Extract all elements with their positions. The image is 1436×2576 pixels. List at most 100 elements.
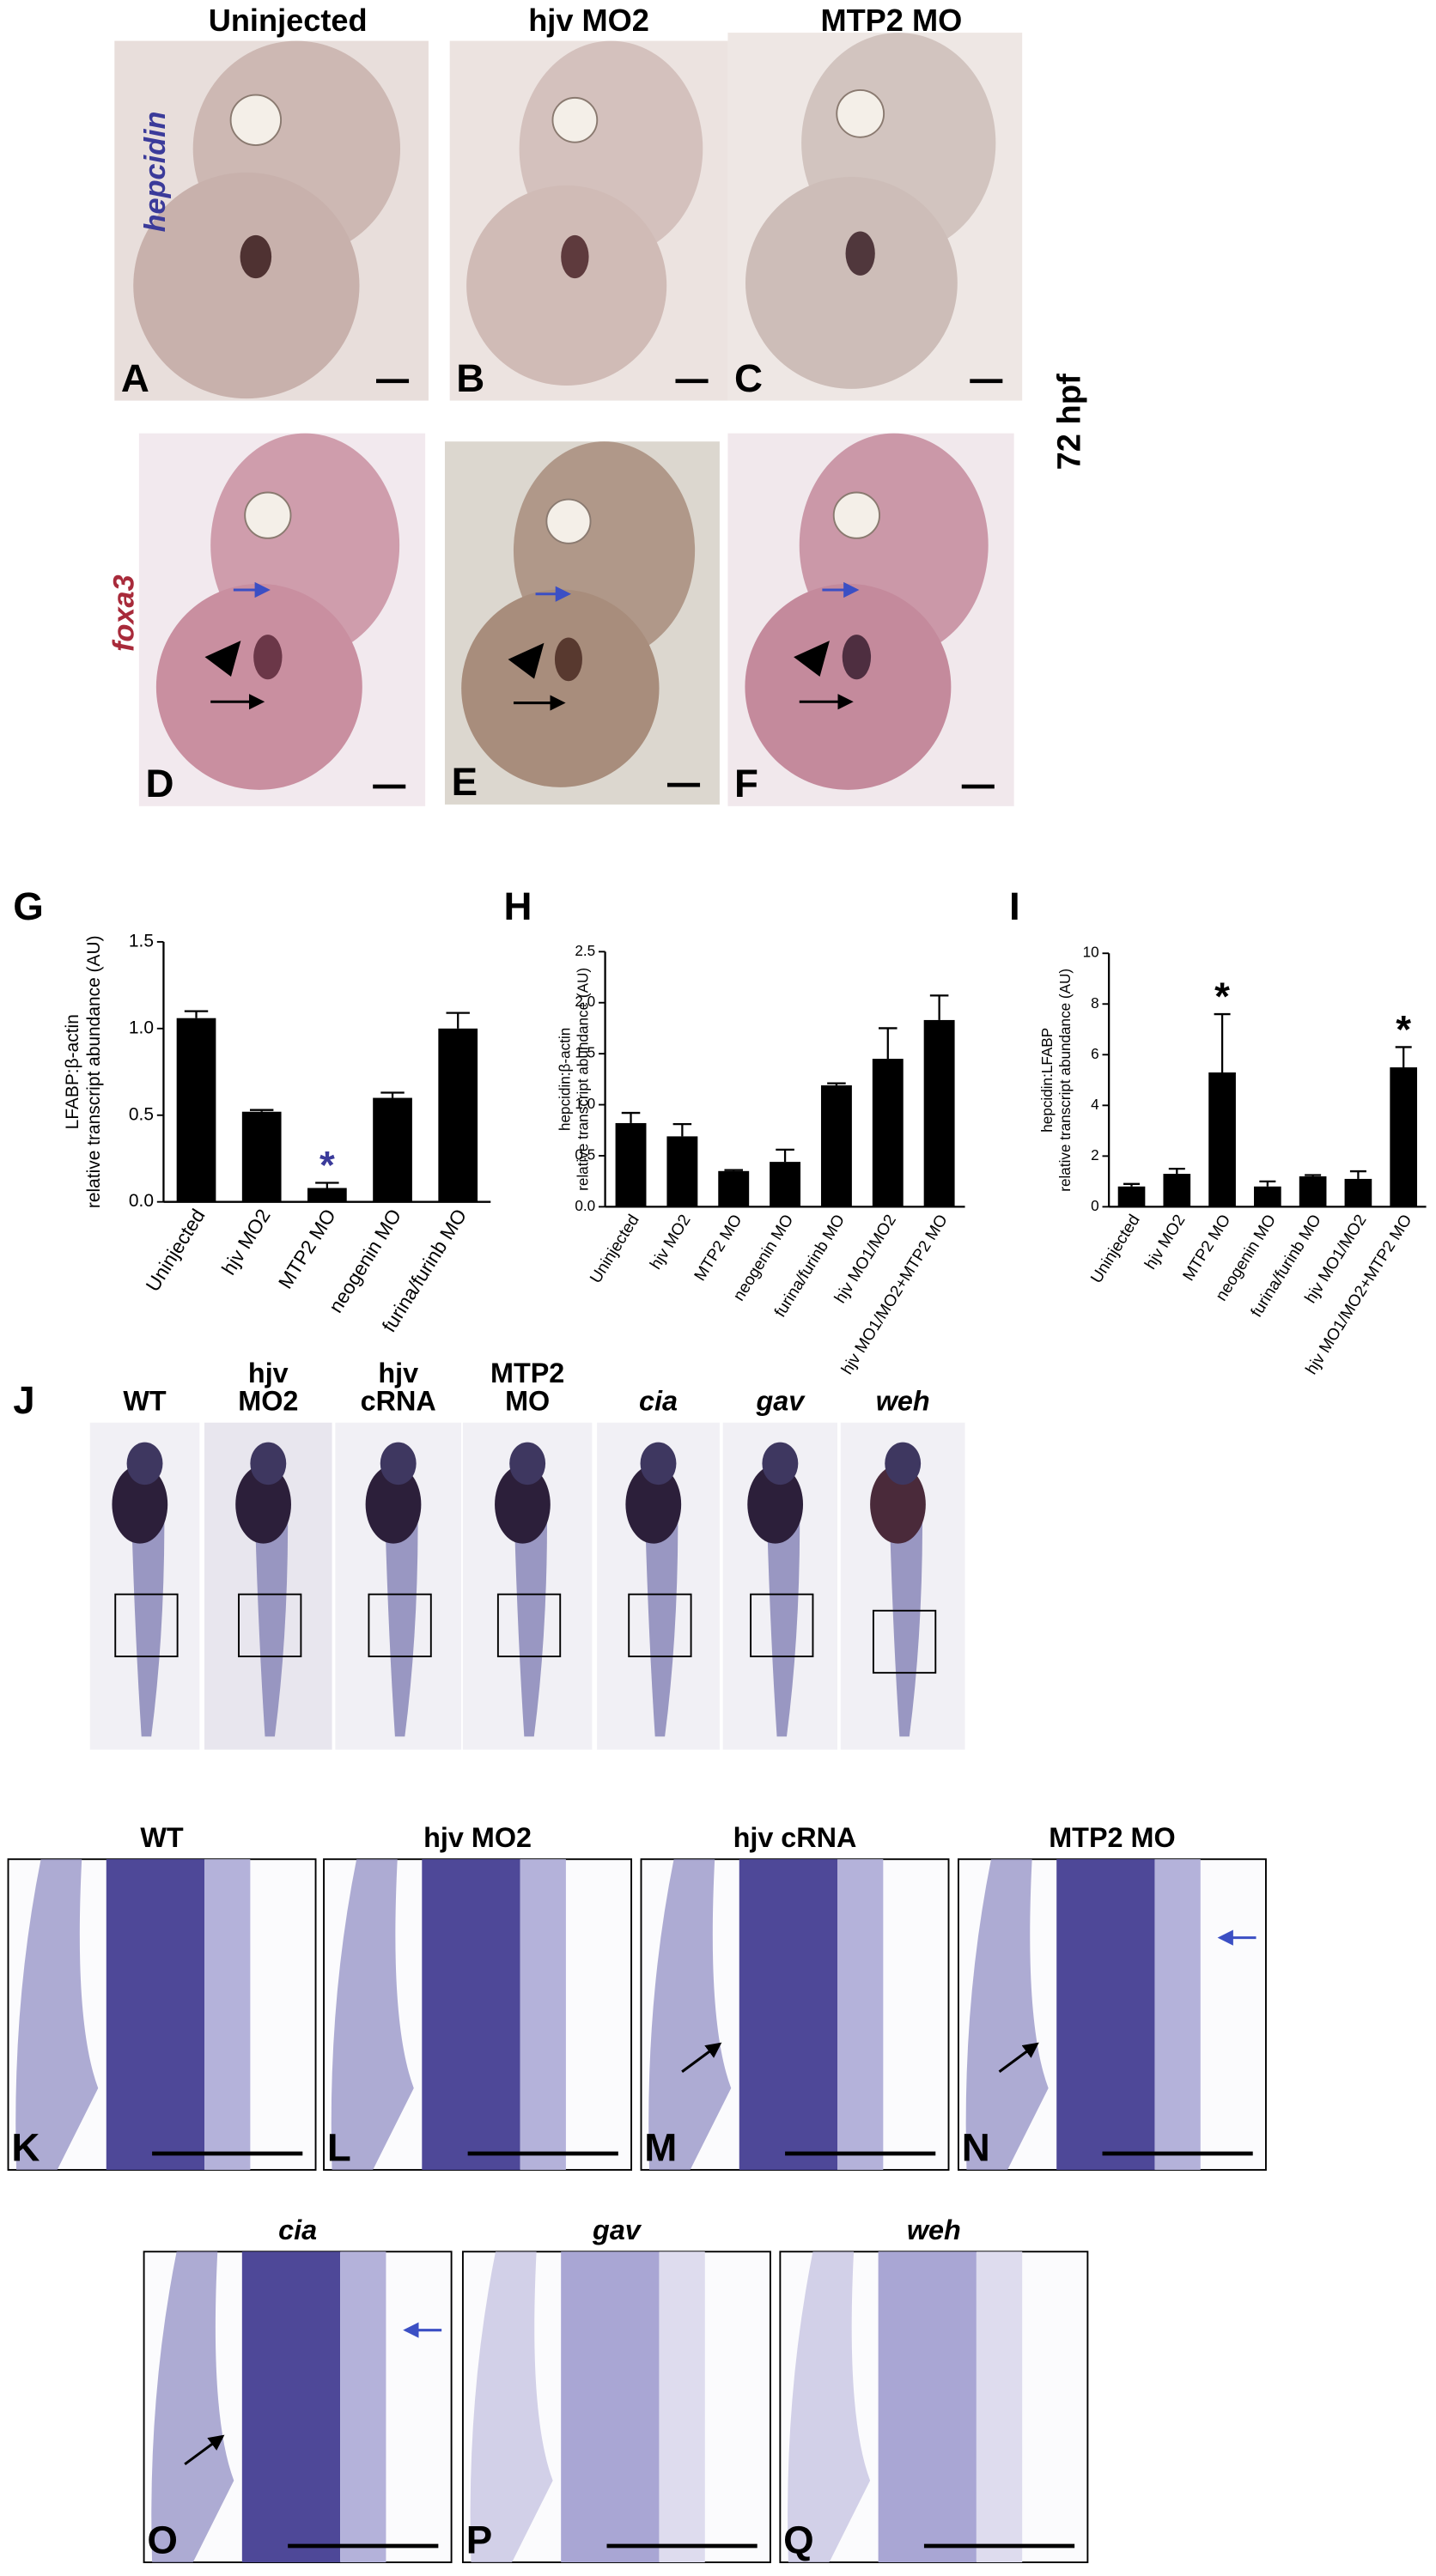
bar: [307, 1188, 347, 1202]
trunk: [878, 2251, 977, 2563]
x-tick-label: Uninjected: [141, 1205, 209, 1295]
larva-yolk: [235, 1465, 291, 1544]
gut-tissue: [965, 1859, 1049, 2171]
panel-letter: L: [327, 2125, 351, 2169]
arrowhead: [794, 641, 830, 677]
panel-letter: C: [734, 356, 763, 400]
arrowhead: [204, 641, 241, 677]
bar: [1390, 1067, 1418, 1207]
trunk-edge: [659, 2251, 705, 2563]
y-tick-label: 6: [1091, 1045, 1099, 1062]
black-arrow: [681, 2042, 722, 2074]
panel-letter: Q: [783, 2518, 814, 2561]
panel-letter: N: [962, 2125, 990, 2169]
larva-head: [885, 1442, 922, 1485]
column-title: hjv MO2: [528, 3, 649, 38]
column-title: hjv: [248, 1358, 289, 1388]
y-tick-label: 1.0: [129, 1018, 154, 1037]
column-title: MO2: [238, 1385, 298, 1416]
trunk-edge: [976, 2251, 1023, 2563]
bar: [176, 1018, 216, 1202]
embryo-eye: [244, 491, 292, 539]
trunk: [241, 2251, 341, 2563]
panel-letter: K: [11, 2125, 40, 2169]
region-box: [238, 1593, 302, 1658]
bar: [1163, 1174, 1191, 1207]
embryo-eye: [229, 94, 283, 146]
larva-body: [767, 1521, 800, 1737]
panel-letter: G: [13, 884, 44, 928]
gut-tissue: [151, 2251, 234, 2563]
gut-tissue: [15, 1859, 99, 2171]
closeup-title: cia: [278, 2215, 317, 2245]
embryo-yolk: [133, 172, 360, 399]
bar: [438, 1028, 478, 1202]
embryo-yolk: [745, 177, 958, 389]
trunk-edge: [1154, 1859, 1201, 2171]
region-box: [114, 1593, 179, 1658]
panel-letter: B: [456, 356, 484, 400]
liver-stain: [842, 635, 872, 680]
panel-letter: O: [147, 2518, 178, 2561]
arrowhead: [508, 642, 545, 679]
x-tick-label: hjv MO2: [217, 1205, 275, 1279]
column-title: cRNA: [361, 1385, 436, 1416]
embryo-yolk: [461, 589, 660, 787]
y-tick-label: 4: [1091, 1096, 1099, 1113]
column-title: MTP2 MO: [820, 3, 962, 38]
panel-letter: A: [121, 356, 149, 400]
gut-tissue: [331, 1859, 414, 2171]
bar: [820, 1084, 852, 1207]
trunk: [739, 1859, 838, 2171]
trunk-edge: [837, 1859, 884, 2171]
larva-body: [889, 1521, 923, 1737]
trunk: [561, 2251, 660, 2563]
bar: [373, 1097, 412, 1202]
y-axis-label: relative transcript abundance (AU): [84, 935, 104, 1208]
panel-letter: E: [452, 760, 478, 804]
y-axis-label: relative transcript abundance (AU): [574, 968, 591, 1191]
column-title: MO: [505, 1385, 550, 1416]
larva-head: [640, 1442, 677, 1485]
x-tick-label: hjv MO1/MO2+MTP2 MO: [838, 1212, 952, 1378]
embryo-yolk: [745, 583, 952, 790]
larva-body: [385, 1521, 418, 1737]
stain-label: hepcidin: [139, 112, 172, 233]
x-tick-label: MTP2 MO: [691, 1212, 746, 1285]
trunk: [422, 1859, 520, 2171]
x-tick-label: hjv MO2: [647, 1212, 694, 1273]
bar: [666, 1136, 698, 1207]
panel-letter: M: [644, 2125, 677, 2169]
x-tick-label: Uninjected: [587, 1212, 642, 1286]
column-title: hjv: [378, 1358, 418, 1388]
significance-star: *: [319, 1143, 335, 1187]
y-tick-label: 0.0: [129, 1191, 154, 1211]
larva-head: [250, 1442, 287, 1485]
trunk: [106, 1859, 205, 2171]
stage-label: 72 hpf: [1051, 374, 1087, 470]
embryo-yolk: [466, 185, 667, 386]
y-tick-label: 1.5: [575, 1044, 595, 1061]
larva-yolk: [495, 1465, 551, 1544]
larva-body: [131, 1521, 165, 1737]
closeup-title: hjv MO2: [423, 1822, 532, 1853]
larva-yolk: [747, 1465, 804, 1544]
y-tick-label: 2.5: [575, 942, 595, 959]
larva-head: [509, 1442, 546, 1485]
closeup-title: MTP2 MO: [1049, 1822, 1175, 1853]
bar: [718, 1170, 750, 1207]
region-box: [628, 1593, 692, 1658]
y-tick-label: 0.0: [575, 1197, 595, 1214]
bar: [1117, 1186, 1146, 1207]
significance-star: *: [1214, 975, 1230, 1018]
embryo-eye: [545, 498, 592, 544]
larva-body: [514, 1521, 547, 1737]
y-tick-label: 10: [1083, 944, 1099, 961]
panel-letter: J: [13, 1378, 34, 1422]
significance-star: *: [1396, 1007, 1411, 1051]
column-title: weh: [876, 1385, 930, 1416]
y-tick-label: 2: [1091, 1146, 1099, 1163]
closeup-title: weh: [907, 2215, 961, 2245]
